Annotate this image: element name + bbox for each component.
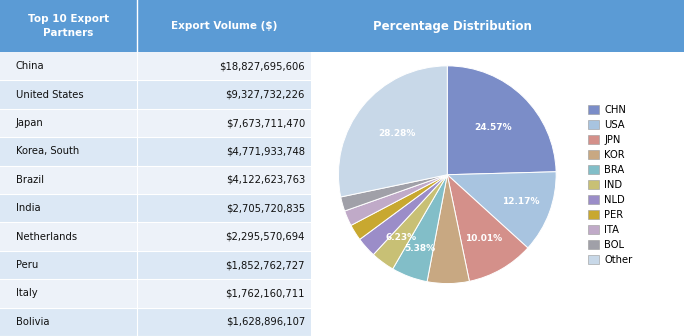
Wedge shape (341, 175, 447, 211)
Text: Brazil: Brazil (16, 175, 44, 185)
Wedge shape (345, 175, 447, 225)
Text: Korea, South: Korea, South (16, 146, 79, 157)
FancyBboxPatch shape (0, 166, 311, 194)
Text: United States: United States (16, 90, 83, 100)
Text: India: India (16, 203, 40, 213)
FancyBboxPatch shape (311, 0, 684, 52)
Text: 6.23%: 6.23% (385, 233, 417, 242)
FancyBboxPatch shape (0, 279, 311, 308)
FancyBboxPatch shape (0, 222, 311, 251)
Text: $7,673,711,470: $7,673,711,470 (226, 118, 305, 128)
Text: $18,827,695,606: $18,827,695,606 (220, 61, 305, 71)
FancyBboxPatch shape (0, 81, 311, 109)
Text: Percentage Distribution: Percentage Distribution (373, 19, 532, 33)
Text: $4,771,933,748: $4,771,933,748 (226, 146, 305, 157)
Text: $1,852,762,727: $1,852,762,727 (226, 260, 305, 270)
Text: $1,762,160,711: $1,762,160,711 (226, 288, 305, 298)
Wedge shape (373, 175, 447, 269)
Wedge shape (447, 175, 528, 281)
Wedge shape (427, 175, 469, 284)
Text: Export Volume ($): Export Volume ($) (171, 21, 277, 31)
FancyBboxPatch shape (0, 109, 311, 137)
Wedge shape (447, 66, 556, 175)
FancyBboxPatch shape (0, 194, 311, 222)
Text: China: China (16, 61, 44, 71)
Text: 10.01%: 10.01% (465, 235, 503, 244)
Text: Peru: Peru (16, 260, 38, 270)
Text: $4,122,623,763: $4,122,623,763 (226, 175, 305, 185)
Text: 28.28%: 28.28% (378, 129, 415, 138)
FancyBboxPatch shape (0, 0, 311, 52)
Text: Italy: Italy (16, 288, 37, 298)
Text: Netherlands: Netherlands (16, 232, 77, 242)
Wedge shape (447, 172, 556, 248)
Text: Bolivia: Bolivia (16, 317, 49, 327)
Text: Japan: Japan (16, 118, 43, 128)
FancyBboxPatch shape (0, 251, 311, 279)
Text: Top 10 Export
Partners: Top 10 Export Partners (28, 14, 109, 38)
Legend: CHN, USA, JPN, KOR, BRA, IND, NLD, PER, ITA, BOL, Other: CHN, USA, JPN, KOR, BRA, IND, NLD, PER, … (588, 105, 633, 265)
Text: 12.17%: 12.17% (502, 198, 540, 206)
FancyBboxPatch shape (0, 52, 311, 81)
Text: $2,705,720,835: $2,705,720,835 (226, 203, 305, 213)
Text: $9,327,732,226: $9,327,732,226 (226, 90, 305, 100)
FancyBboxPatch shape (0, 308, 311, 336)
Text: 5.38%: 5.38% (404, 244, 436, 253)
Text: $2,295,570,694: $2,295,570,694 (226, 232, 305, 242)
Text: 24.57%: 24.57% (474, 123, 512, 132)
Wedge shape (351, 175, 447, 239)
FancyBboxPatch shape (0, 137, 311, 166)
Wedge shape (360, 175, 447, 255)
Wedge shape (339, 66, 447, 197)
Wedge shape (393, 175, 447, 282)
Text: $1,628,896,107: $1,628,896,107 (226, 317, 305, 327)
